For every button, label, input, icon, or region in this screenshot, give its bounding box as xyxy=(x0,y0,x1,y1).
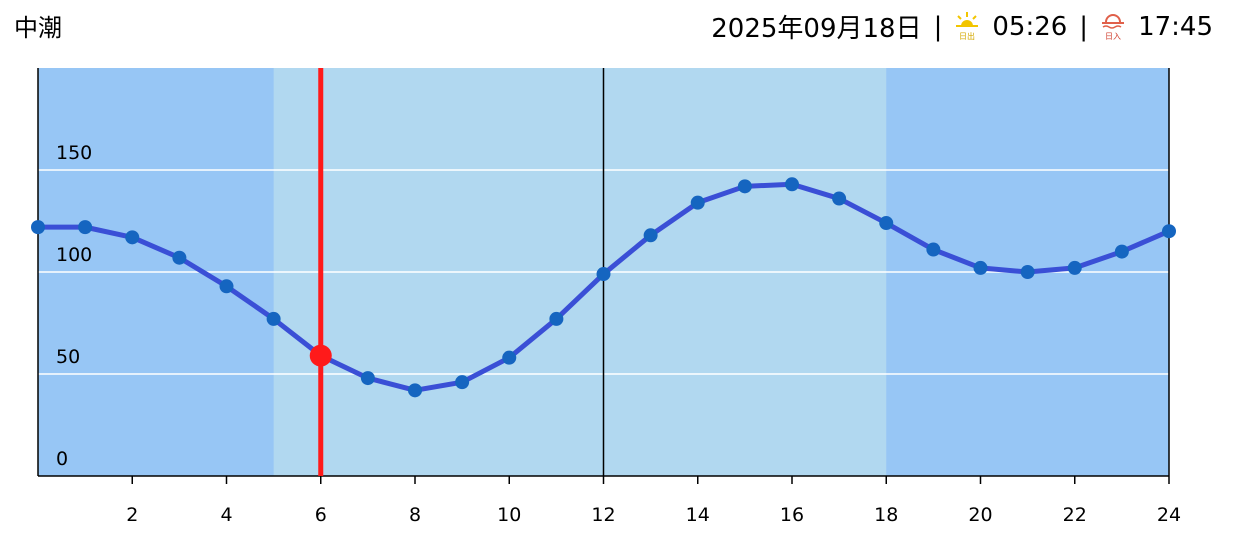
tide-point xyxy=(690,195,705,210)
tide-point xyxy=(502,350,517,365)
y-tick-label: 150 xyxy=(56,142,92,164)
separator: | xyxy=(1079,11,1089,42)
tide-point xyxy=(1067,260,1082,275)
sunrise-icon: 日出 xyxy=(956,11,979,41)
current-point xyxy=(309,344,332,367)
x-tick-label: 16 xyxy=(780,504,804,526)
tide-point xyxy=(266,311,281,326)
sunset-icon-label: 日入 xyxy=(1105,32,1121,41)
date: 2025年09月18日 xyxy=(711,14,922,44)
x-tick-label: 20 xyxy=(968,504,992,526)
tide-point xyxy=(1114,244,1129,259)
tide-point xyxy=(596,267,611,282)
sunrise-time: 05:26 xyxy=(992,11,1068,42)
tide-point xyxy=(832,191,847,206)
header-info: 2025年09月18日 | 日出 05:26 | 日入 17:45 xyxy=(711,8,1213,45)
tide-point xyxy=(1020,265,1035,279)
x-tick-label: 10 xyxy=(497,504,521,526)
tide-point xyxy=(785,177,799,192)
tide-point xyxy=(737,179,752,194)
tide-point xyxy=(408,383,422,398)
tide-point xyxy=(219,279,234,294)
tide-point xyxy=(125,230,140,245)
tide-point xyxy=(31,220,45,235)
tide-point xyxy=(172,250,187,265)
x-tick-label: 14 xyxy=(686,504,710,526)
x-tick-label: 24 xyxy=(1157,504,1181,526)
tide-point xyxy=(879,216,894,231)
x-tick-label: 8 xyxy=(409,504,421,526)
tide-point xyxy=(549,311,564,326)
tide-point xyxy=(360,371,375,386)
y-tick-label: 50 xyxy=(56,346,80,368)
x-tick-label: 22 xyxy=(1063,504,1087,526)
x-tick-label: 18 xyxy=(874,504,898,526)
x-tick-label: 6 xyxy=(315,504,327,526)
tide-name: 中潮 xyxy=(14,14,62,42)
x-tick-label: 2 xyxy=(126,504,138,526)
tide-point xyxy=(926,242,941,257)
y-tick-label: 0 xyxy=(56,448,68,470)
sunrise-icon-label: 日出 xyxy=(959,31,975,41)
sunset-icon: 日入 xyxy=(1102,13,1125,41)
x-tick-label: 4 xyxy=(220,504,232,526)
tide-point xyxy=(1162,224,1176,239)
sunset-time: 17:45 xyxy=(1138,11,1213,42)
separator: | xyxy=(933,11,943,42)
x-tick-label: 12 xyxy=(591,504,615,526)
tide-point xyxy=(455,375,470,390)
tide-point xyxy=(973,260,988,275)
y-tick-label: 100 xyxy=(56,244,92,266)
tide-point xyxy=(643,228,658,243)
tide-point xyxy=(78,220,93,235)
